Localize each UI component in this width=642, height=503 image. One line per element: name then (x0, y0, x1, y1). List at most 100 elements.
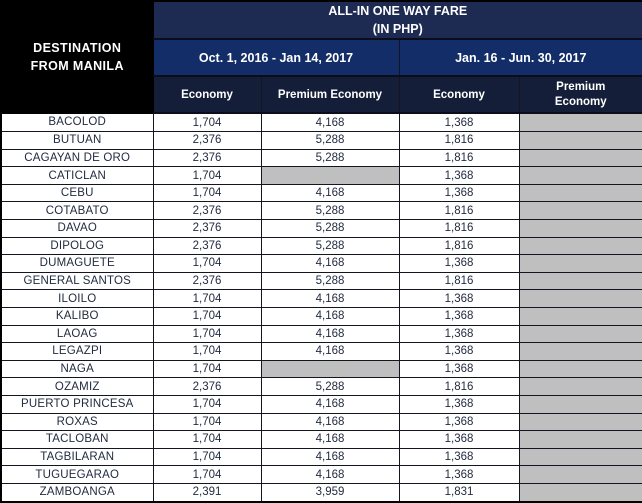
column-header-premium-economy-period2: Premium Economy (518, 75, 642, 115)
table-row: PUERTO PRINCESA 1,704 4,168 1,368 (0, 394, 642, 414)
fare-cell-blank (260, 166, 400, 185)
destination-cell: ROXAS (0, 412, 154, 432)
fare-table-body: BACOLOD 1,704 4,168 1,368 BUTUAN 2,376 5,288 1,… (0, 112, 642, 503)
fare-cell-blank (518, 289, 642, 308)
fare-cell: 4,168 (260, 306, 400, 326)
destination-cell: PUERTO PRINCESA (0, 394, 154, 414)
fare-cell: 5,288 (260, 236, 400, 256)
table-row: GENERAL SANTOS 2,376 5,288 1,816 (0, 271, 642, 291)
fare-cell-blank (518, 359, 642, 379)
table-row: BUTUAN 2,376 5,288 1,816 (0, 131, 642, 150)
fare-cell: 1,816 (398, 219, 520, 238)
destination-cell: TAGBILARAN (0, 447, 154, 467)
fare-cell: 4,168 (260, 430, 400, 449)
destination-cell: DIPOLOG (0, 236, 154, 256)
fare-cell: 1,704 (152, 166, 262, 185)
fare-cell: 1,831 (398, 482, 520, 503)
fare-cell: 2,376 (152, 377, 262, 396)
fare-cell-blank (518, 131, 642, 150)
destination-cell: CEBU (0, 183, 154, 203)
table-row: BACOLOD 1,704 4,168 1,368 (0, 112, 642, 133)
fare-cell-blank (518, 306, 642, 326)
fare-cell: 2,376 (152, 271, 262, 291)
fare-cell: 5,288 (260, 377, 400, 396)
table-row: DAVAO 2,376 5,288 1,816 (0, 219, 642, 238)
column-header-premium-economy-period1: Premium Economy (260, 75, 400, 115)
fare-cell: 2,376 (152, 236, 262, 256)
fare-cell: 1,704 (152, 306, 262, 326)
fare-cell: 4,168 (260, 447, 400, 467)
table-row: ILOILO 1,704 4,168 1,368 (0, 289, 642, 308)
table-row: CAGAYAN DE ORO 2,376 5,288 1,816 (0, 148, 642, 168)
fare-cell: 1,368 (398, 166, 520, 185)
fare-cell: 1,816 (398, 377, 520, 396)
fare-cell: 1,704 (152, 412, 262, 432)
fare-cell: 4,168 (260, 342, 400, 361)
destination-header: DESTINATION FROM MANILA (0, 0, 154, 114)
destination-cell: LEGAZPI (0, 342, 154, 361)
fare-cell: 1,704 (152, 324, 262, 344)
table-row: KALIBO 1,704 4,168 1,368 (0, 306, 642, 326)
destination-cell: LAOAG (0, 324, 154, 344)
destination-cell: DUMAGUETE (0, 254, 154, 273)
destination-cell: ILOILO (0, 289, 154, 308)
fare-cell: 1,704 (152, 254, 262, 273)
fare-cell: 2,391 (152, 482, 262, 503)
table-row: DUMAGUETE 1,704 4,168 1,368 (0, 254, 642, 273)
fare-cell: 2,376 (152, 148, 262, 168)
fare-cell: 1,368 (398, 112, 520, 133)
fare-cell-blank (518, 430, 642, 449)
destination-cell: TUGUEGARAO (0, 465, 154, 484)
fare-cell: 1,704 (152, 465, 262, 484)
fare-table-header: DESTINATION FROM MANILA ALL-IN ONE WAY F… (0, 0, 642, 115)
destination-cell: KALIBO (0, 306, 154, 326)
fare-cell: 1,368 (398, 183, 520, 203)
column-header-economy-period1: Economy (152, 75, 262, 115)
fare-cell: 1,816 (398, 131, 520, 150)
fare-cell: 5,288 (260, 271, 400, 291)
fare-cell: 1,368 (398, 254, 520, 273)
table-row: TUGUEGARAO 1,704 4,168 1,368 (0, 465, 642, 484)
destination-header-line1: DESTINATION (33, 41, 122, 56)
fare-cell: 1,368 (398, 447, 520, 467)
fare-cell: 1,368 (398, 430, 520, 449)
destination-cell: TACLOBAN (0, 430, 154, 449)
fare-cell: 1,704 (152, 394, 262, 414)
table-title-line2: (IN PHP) (372, 22, 423, 37)
fare-cell: 4,168 (260, 465, 400, 484)
fare-cell: 5,288 (260, 148, 400, 168)
fare-cell: 5,288 (260, 131, 400, 150)
fare-cell: 4,168 (260, 412, 400, 432)
fare-cell: 1,368 (398, 394, 520, 414)
table-row: NAGA 1,704 1,368 (0, 359, 642, 379)
fare-cell: 1,704 (152, 447, 262, 467)
fare-cell-blank (518, 324, 642, 344)
fare-cell-blank (518, 342, 642, 361)
table-title: ALL-IN ONE WAY FARE (IN PHP) (152, 0, 642, 41)
period-1-header: Oct. 1, 2016 - Jan 14, 2017 (152, 38, 400, 78)
table-row: ROXAS 1,704 4,168 1,368 (0, 412, 642, 432)
fare-cell-blank (518, 465, 642, 484)
fare-cell: 4,168 (260, 289, 400, 308)
fare-cell-blank (518, 148, 642, 168)
period-2-header: Jan. 16 - Jun. 30, 2017 (398, 38, 642, 78)
fare-cell: 1,704 (152, 430, 262, 449)
destination-cell: NAGA (0, 359, 154, 379)
fare-cell: 5,288 (260, 219, 400, 238)
column-header-premium-economy-period2-label: Premium Economy (554, 80, 607, 108)
fare-cell-blank (518, 447, 642, 467)
fare-cell: 1,816 (398, 236, 520, 256)
fare-cell: 1,368 (398, 359, 520, 379)
destination-cell: DAVAO (0, 219, 154, 238)
fare-cell: 1,816 (398, 271, 520, 291)
fare-cell: 1,368 (398, 342, 520, 361)
fare-cell: 3,959 (260, 482, 400, 503)
fare-cell-blank (518, 482, 642, 503)
table-row: ZAMBOANGA 2,391 3,959 1,831 (0, 482, 642, 503)
destination-header-line2: FROM MANILA (30, 59, 124, 74)
fare-cell: 1,368 (398, 465, 520, 484)
fare-cell: 1,368 (398, 324, 520, 344)
fare-cell: 1,704 (152, 342, 262, 361)
fare-cell-blank (518, 394, 642, 414)
table-row: CATICLAN 1,704 1,368 (0, 166, 642, 185)
